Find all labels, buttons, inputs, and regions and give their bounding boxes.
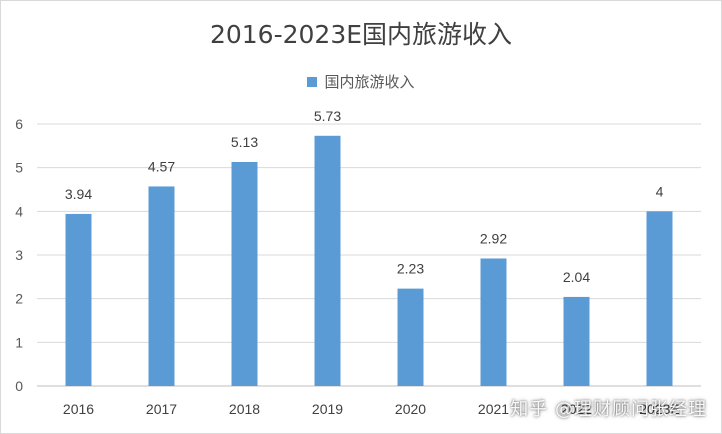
data-label: 2.23 xyxy=(397,261,424,277)
bar xyxy=(480,258,507,386)
data-label: 5.73 xyxy=(314,108,341,124)
y-tick-label: 2 xyxy=(15,291,23,307)
data-label: 4.57 xyxy=(148,158,175,174)
data-label: 2.04 xyxy=(563,269,590,285)
legend-label: 国内旅游收入 xyxy=(324,73,415,91)
bar xyxy=(397,288,424,386)
y-tick-label: 5 xyxy=(15,160,23,176)
y-tick-label: 6 xyxy=(15,116,23,132)
data-label: 3.94 xyxy=(65,186,92,202)
y-tick-label: 4 xyxy=(15,203,23,219)
data-label: 4 xyxy=(656,183,664,199)
x-tick-label: 2022 xyxy=(561,401,592,417)
x-tick-label: 2023E xyxy=(639,401,679,417)
x-tick-label: 2019 xyxy=(312,401,343,417)
chart-legend: 国内旅游收入 xyxy=(1,71,721,92)
bar xyxy=(231,161,258,386)
y-tick-label: 1 xyxy=(15,334,23,350)
y-tick-label: 3 xyxy=(15,247,23,263)
bar xyxy=(65,213,92,386)
bar xyxy=(646,211,673,386)
x-tick-label: 2016 xyxy=(63,401,94,417)
y-tick-label: 0 xyxy=(15,378,23,394)
chart-title: 2016-2023E国内旅游收入 xyxy=(209,20,513,49)
data-label: 2.92 xyxy=(480,230,507,246)
x-tick-label: 2021 xyxy=(478,401,509,417)
x-tick-label: 2020 xyxy=(395,401,426,417)
x-tick-label: 2017 xyxy=(146,401,177,417)
legend-swatch xyxy=(307,76,318,87)
watermark: 知乎 @理财顾问张经理 xyxy=(510,399,707,420)
data-label: 5.13 xyxy=(231,134,258,150)
bar xyxy=(148,186,175,386)
x-tick-label: 2018 xyxy=(229,401,260,417)
bar xyxy=(563,296,590,386)
bar xyxy=(314,135,341,386)
